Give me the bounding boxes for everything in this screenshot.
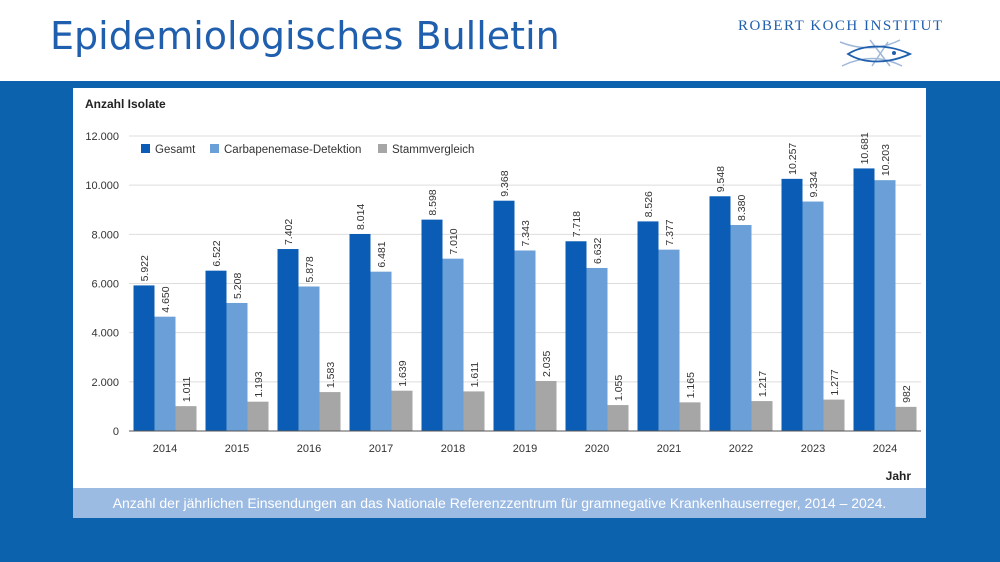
- data-label: 9.334: [808, 171, 820, 197]
- bar: [802, 201, 824, 431]
- bar: [349, 233, 371, 431]
- bar: [709, 196, 731, 431]
- legend-swatch: [141, 144, 150, 153]
- data-label: 6.481: [376, 241, 388, 267]
- data-label: 10.257: [787, 143, 799, 175]
- data-label: 7.343: [520, 220, 532, 246]
- data-label: 8.526: [643, 191, 655, 217]
- bar: [226, 302, 248, 431]
- bar: [370, 271, 392, 431]
- bar: [823, 399, 845, 431]
- y-tick-label: 8.000: [91, 229, 119, 241]
- bar: [514, 250, 536, 431]
- bar: [658, 249, 680, 431]
- bar: [463, 391, 485, 431]
- figure-caption: Anzahl der jährlichen Einsendungen an da…: [112, 495, 887, 511]
- bar: [154, 316, 176, 431]
- x-tick-label: 2023: [801, 443, 825, 455]
- x-tick-label: 2021: [657, 443, 681, 455]
- bar: [298, 286, 320, 431]
- x-tick-label: 2015: [225, 443, 249, 455]
- logo-text: ROBERT KOCH INSTITUT: [738, 18, 944, 34]
- data-label: 5.922: [139, 255, 151, 281]
- bar: [730, 224, 752, 431]
- bar: [421, 219, 443, 431]
- legend-swatch: [210, 144, 219, 153]
- data-label: 10.203: [880, 144, 892, 176]
- legend-label: Gesamt: [155, 144, 196, 156]
- y-tick-label: 6.000: [91, 279, 119, 291]
- bar: [247, 401, 269, 431]
- page-title: Epidemiologisches Bulletin: [50, 14, 560, 58]
- x-tick-label: 2018: [441, 443, 465, 455]
- data-label: 8.598: [427, 189, 439, 215]
- caption-bar: Anzahl der jährlichen Einsendungen an da…: [73, 488, 926, 518]
- data-label: 2.035: [541, 351, 553, 377]
- bar: [493, 200, 515, 431]
- data-label: 5.878: [304, 256, 316, 282]
- data-label: 8.380: [736, 195, 748, 221]
- data-label: 5.208: [232, 273, 244, 299]
- bar: [586, 267, 608, 431]
- y-tick-label: 2.000: [91, 377, 119, 389]
- bar: [565, 241, 587, 431]
- bar: [133, 285, 155, 431]
- bar-chart: 5.922 4.650 1.011 6.522 5.208 1.193 7.402 5.878…: [85, 97, 921, 483]
- bar: [895, 406, 917, 431]
- y-tick-label: 0: [113, 426, 119, 438]
- bar: [175, 406, 197, 431]
- x-tick-label: 2017: [369, 443, 393, 455]
- bar: [874, 180, 896, 431]
- data-label: 9.548: [715, 166, 727, 192]
- legend-label: Stammvergleich: [392, 144, 474, 156]
- bar: [319, 392, 341, 431]
- data-label: 1.583: [325, 362, 337, 388]
- logo-mark-icon: [839, 39, 913, 67]
- bar: [391, 390, 413, 431]
- x-tick-label: 2020: [585, 443, 609, 455]
- data-label: 10.681: [859, 132, 871, 164]
- bar: [751, 401, 773, 431]
- bar: [637, 221, 659, 431]
- x-axis-label: Jahr: [886, 469, 912, 483]
- y-tick-label: 12.000: [85, 131, 119, 143]
- legend-swatch: [378, 144, 387, 153]
- data-label: 1.055: [613, 375, 625, 401]
- y-tick-label: 10.000: [85, 180, 119, 192]
- bar: [679, 402, 701, 431]
- data-label: 7.718: [571, 211, 583, 237]
- y-tick-label: 4.000: [91, 328, 119, 340]
- x-tick-label: 2022: [729, 443, 753, 455]
- bar: [277, 249, 299, 431]
- data-label: 9.368: [499, 170, 511, 196]
- chart-panel: 5.922 4.650 1.011 6.522 5.208 1.193 7.402 5.878…: [73, 88, 926, 488]
- data-label: 1.611: [469, 362, 481, 388]
- data-label: 7.010: [448, 228, 460, 254]
- bar: [607, 405, 629, 431]
- bar: [442, 258, 464, 431]
- data-label: 6.522: [211, 240, 223, 266]
- data-label: 1.011: [181, 376, 193, 402]
- data-label: 1.193: [253, 371, 265, 397]
- legend-label: Carbapenemase-Detektion: [224, 144, 361, 156]
- data-label: 8.014: [355, 204, 367, 230]
- bar: [205, 270, 227, 431]
- x-tick-label: 2014: [153, 443, 177, 455]
- data-label: 7.377: [664, 219, 676, 245]
- x-tick-label: 2024: [873, 443, 897, 455]
- data-label: 982: [901, 385, 913, 403]
- x-tick-label: 2019: [513, 443, 537, 455]
- data-label: 1.217: [757, 371, 769, 397]
- data-label: 6.632: [592, 238, 604, 264]
- data-label: 1.639: [397, 360, 409, 386]
- data-label: 7.402: [283, 219, 295, 245]
- data-label: 1.165: [685, 372, 697, 398]
- data-label: 1.277: [829, 369, 841, 395]
- data-label: 4.650: [160, 286, 172, 312]
- bar: [781, 178, 803, 431]
- bar: [853, 168, 875, 431]
- x-tick-label: 2016: [297, 443, 321, 455]
- y-axis-label: Anzahl Isolate: [85, 97, 166, 111]
- bar: [535, 380, 557, 431]
